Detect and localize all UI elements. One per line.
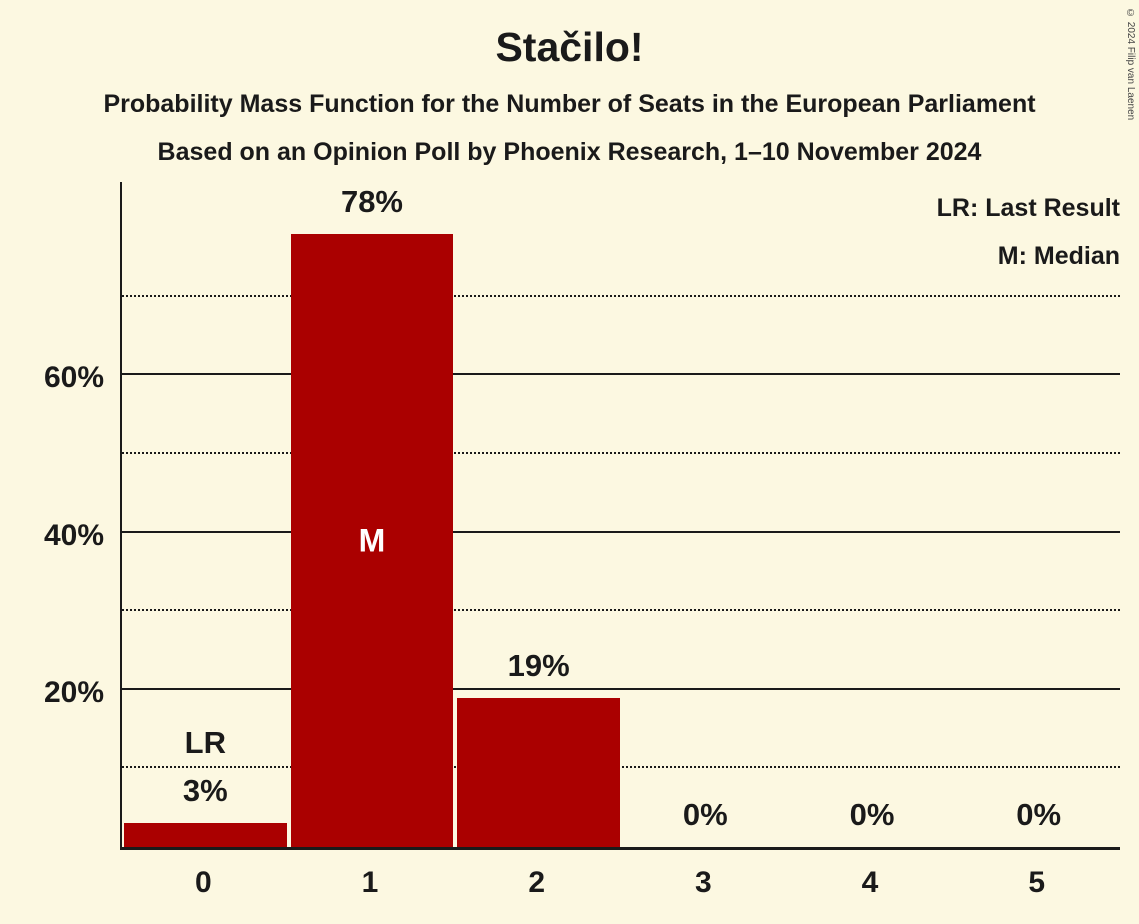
gridline-50pct-dotted — [122, 452, 1120, 455]
gridline-10pct-dotted — [122, 766, 1120, 769]
x-tick-label-5: 5 — [1028, 866, 1045, 899]
gridline-20pct-solid — [122, 687, 1120, 690]
y-tick-label-40: 40% — [43, 518, 104, 552]
x-tick-label-3: 3 — [694, 866, 712, 899]
bar-seats-2 — [457, 697, 620, 847]
chart-title: Stačilo! — [495, 24, 644, 70]
gridline-40pct-solid — [122, 530, 1120, 533]
bar-value-label-1: 78% — [340, 184, 403, 220]
last-result-label: LR — [184, 725, 226, 761]
x-tick-label-0: 0 — [194, 866, 212, 899]
x-tick-label-4: 4 — [861, 866, 879, 899]
bar-value-label-2: 19% — [507, 647, 570, 683]
plot-area: 3% LR M 78% 19% 0% 0% 0% — [120, 182, 1120, 850]
gridline-60pct-solid — [122, 373, 1120, 376]
x-tick-label-1: 1 — [361, 866, 379, 899]
bar-seats-0 — [124, 823, 287, 847]
y-tick-label-60: 60% — [43, 361, 104, 395]
median-label: M — [358, 522, 386, 558]
gridline-30pct-dotted — [122, 609, 1120, 612]
legend-last-result: LR: Last Result — [936, 194, 1120, 222]
copyright-notice: © 2024 Filip van Laenen — [1125, 8, 1136, 121]
bar-value-label-5: 0% — [1016, 797, 1062, 832]
chart-subtitle-2: Based on an Opinion Poll by Phoenix Rese… — [157, 138, 982, 166]
bar-seats-1: M — [290, 234, 454, 847]
bar-value-label-4: 0% — [849, 797, 895, 832]
legend-median: M: Median — [997, 242, 1120, 270]
gridline-70pct-dotted — [122, 294, 1120, 297]
x-tick-label-2: 2 — [528, 866, 545, 899]
bar-value-label-3: 0% — [682, 797, 728, 832]
chart-subtitle-1: Probability Mass Function for the Number… — [103, 90, 1036, 118]
y-tick-label-20: 20% — [43, 675, 104, 709]
bar-value-label-0: 3% — [182, 773, 228, 809]
legend: LR: Last Result M: Median — [937, 184, 1120, 280]
